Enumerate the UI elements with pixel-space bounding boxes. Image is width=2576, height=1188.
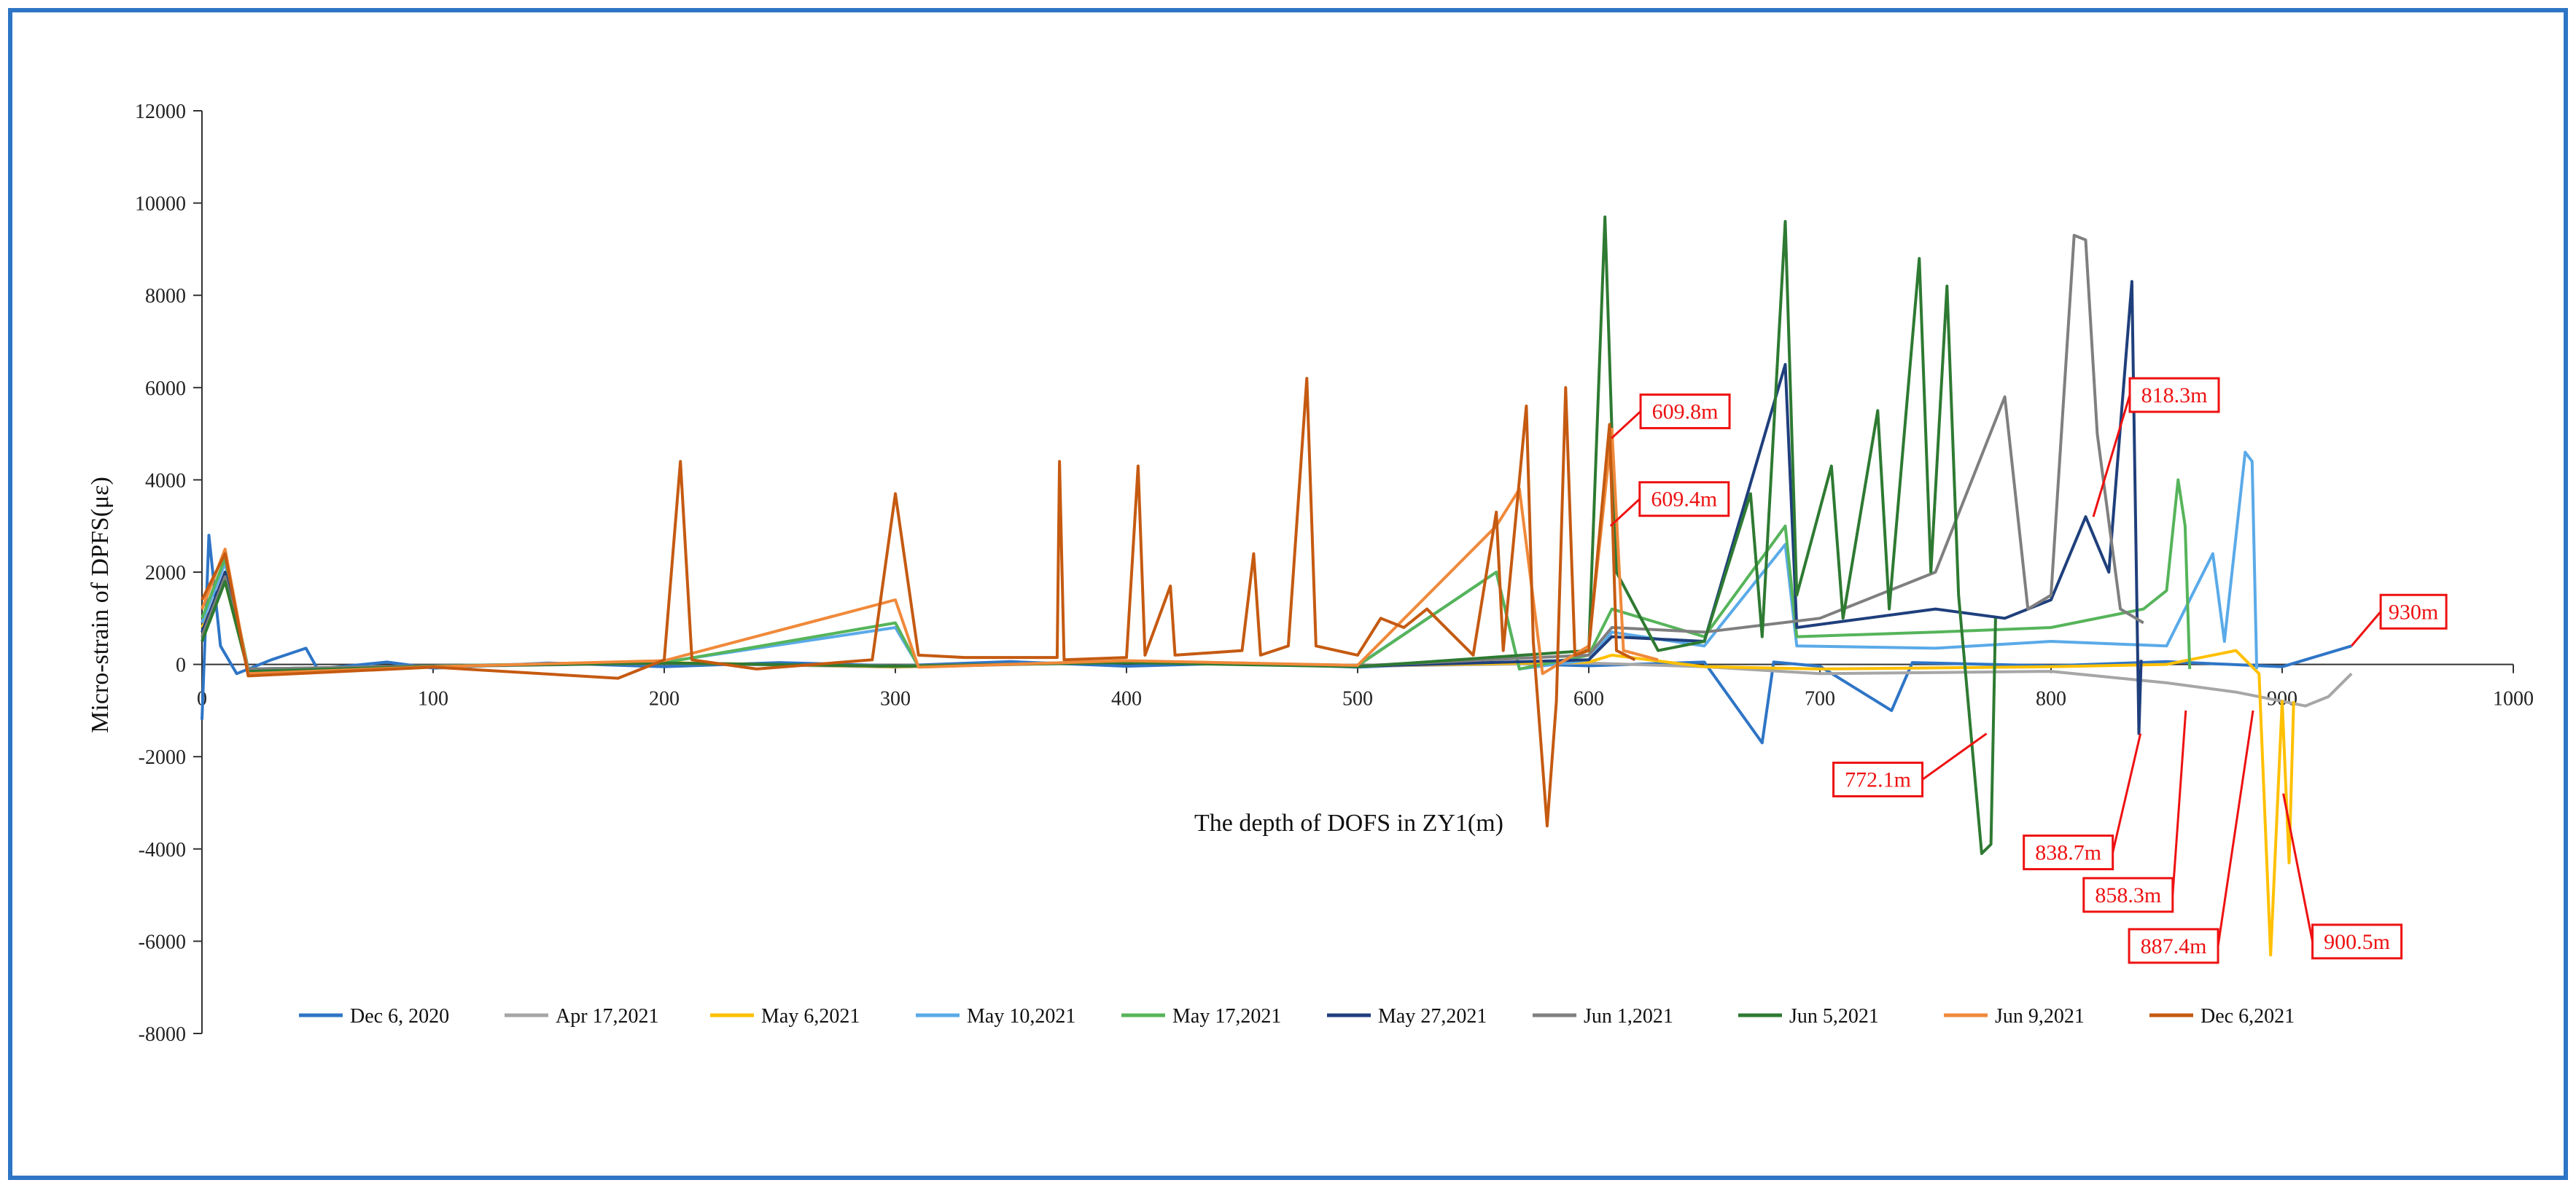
annotation-box — [2379, 593, 2448, 630]
annotation-box — [2128, 377, 2220, 413]
series-layer — [201, 215, 2353, 957]
annotation-label: 772.1m — [1845, 768, 1911, 792]
x-tick-label: 700 — [1805, 688, 1835, 711]
x-tick-label: 500 — [1342, 688, 1373, 711]
annotation-box — [1832, 762, 1924, 798]
annotation-layer: 609.8m 609.4m 818.3m 930m 772.1m 838.7m 858.3m… — [1609, 377, 2448, 964]
legend-label: Jun 5,2021 — [1789, 1005, 1879, 1028]
annotation-label: 887.4m — [2141, 934, 2207, 958]
annotation-label: 838.7m — [2035, 841, 2101, 865]
annotation-box — [1639, 393, 1731, 429]
y-tick-label: 2000 — [145, 562, 186, 585]
annotation-label: 609.4m — [1651, 488, 1717, 512]
x-tick-label: 200 — [649, 688, 680, 711]
annotation-leader — [2282, 793, 2314, 942]
annotation-label: 609.8m — [1652, 399, 1719, 423]
legend-label: May 6,2021 — [761, 1005, 860, 1028]
y-tick-label: -8000 — [139, 1023, 186, 1046]
annotation-box — [2311, 923, 2403, 960]
annotation-label: 818.3m — [2141, 383, 2208, 407]
x-tick-label: 300 — [880, 688, 911, 711]
x-axis-title: The depth of DOFS in ZY1(m) — [1194, 810, 1503, 837]
legend-label: May 27,2021 — [1378, 1005, 1487, 1028]
annotation-box — [2023, 835, 2114, 871]
y-tick-label: 12000 — [135, 101, 186, 123]
y-tick-label: 8000 — [145, 285, 186, 308]
y-tick-label: 6000 — [145, 378, 186, 400]
legend-label: Dec 6,2021 — [2201, 1005, 2295, 1028]
y-tick-label: -4000 — [139, 839, 186, 861]
legend: Dec 6, 2020 Apr 17,2021 May 6,2021 May 10,2… — [299, 1005, 2295, 1028]
y-ticks: 12000 10000 8000 6000 4000 2000 0 -2000 -4000 -60… — [135, 101, 202, 1046]
y-tick-label: 4000 — [145, 469, 186, 492]
y-tick-label: -6000 — [139, 931, 186, 953]
chart-border — [8, 8, 2568, 1180]
annotation-leader — [1611, 410, 1642, 439]
legend-label: May 17,2021 — [1172, 1005, 1281, 1028]
y-tick-label: -2000 — [139, 746, 186, 769]
annotation-label: 930m — [2389, 600, 2438, 624]
legend-label: Apr 17,2021 — [556, 1005, 659, 1028]
annotation-leader — [2112, 733, 2142, 853]
x-ticks: 0 100 200 300 400 500 600 700 800 900 1000 — [197, 664, 2534, 711]
series-line-1 — [201, 534, 2352, 745]
annotation-label: 858.3m — [2095, 883, 2161, 907]
legend-label: Jun 1,2021 — [1584, 1005, 1673, 1028]
annotation-box — [2128, 928, 2219, 964]
x-tick-label: 600 — [1573, 688, 1604, 711]
y-tick-label: 0 — [176, 654, 186, 677]
annotation-label: 900.5m — [2324, 930, 2390, 954]
y-tick-label: 10000 — [135, 193, 186, 216]
x-tick-label: 400 — [1111, 688, 1142, 711]
annotation-box — [1638, 481, 1730, 517]
annotation-leader — [1609, 498, 1641, 527]
legend-label: Jun 9,2021 — [1995, 1005, 2085, 1028]
legend-label: Dec 6, 2020 — [350, 1005, 449, 1028]
legend-label: May 10,2021 — [967, 1005, 1075, 1028]
annotation-leader — [2092, 394, 2131, 517]
series-line-10 — [201, 377, 1636, 828]
x-tick-label: 800 — [2036, 688, 2066, 711]
x-tick-label: 1000 — [2493, 688, 2534, 711]
annotation-leader — [2217, 710, 2254, 947]
y-axis-title: Micro-strain of DPFS(με) — [87, 477, 114, 733]
annotation-leader — [1921, 732, 1988, 781]
annotation-leader — [2171, 710, 2187, 896]
x-tick-label: 100 — [418, 688, 448, 711]
series-line-8 — [201, 215, 1997, 856]
annotation-leader — [2350, 611, 2382, 647]
annotation-box — [2082, 877, 2174, 913]
